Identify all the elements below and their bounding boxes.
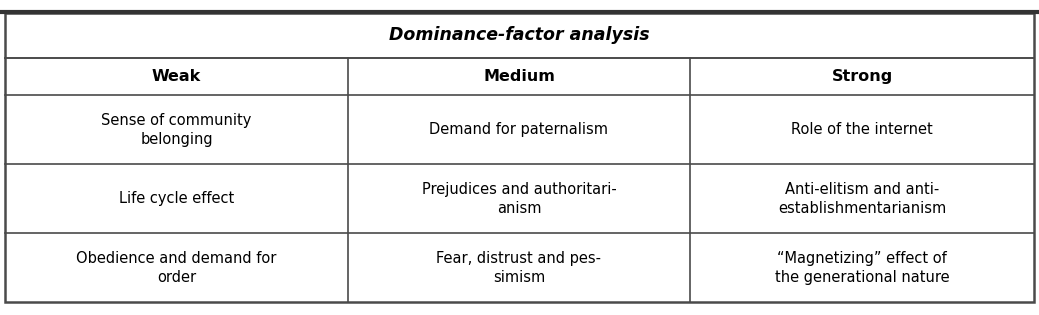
Text: Obedience and demand for
order: Obedience and demand for order <box>76 251 276 285</box>
Text: Fear, distrust and pes-
simism: Fear, distrust and pes- simism <box>436 251 602 285</box>
Text: Dominance-factor analysis: Dominance-factor analysis <box>390 26 649 44</box>
Text: Prejudices and authoritari-
anism: Prejudices and authoritari- anism <box>422 182 616 216</box>
Text: “Magnetizing” effect of
the generational nature: “Magnetizing” effect of the generational… <box>775 251 950 285</box>
Text: Life cycle effect: Life cycle effect <box>118 191 234 206</box>
Text: Strong: Strong <box>831 69 893 84</box>
Text: Role of the internet: Role of the internet <box>791 122 933 137</box>
Text: Medium: Medium <box>483 69 555 84</box>
Text: Demand for paternalism: Demand for paternalism <box>429 122 609 137</box>
Text: Anti-elitism and anti-
establishmentarianism: Anti-elitism and anti- establishmentaria… <box>778 182 947 216</box>
Text: Sense of community
belonging: Sense of community belonging <box>101 113 251 147</box>
Text: Weak: Weak <box>152 69 202 84</box>
